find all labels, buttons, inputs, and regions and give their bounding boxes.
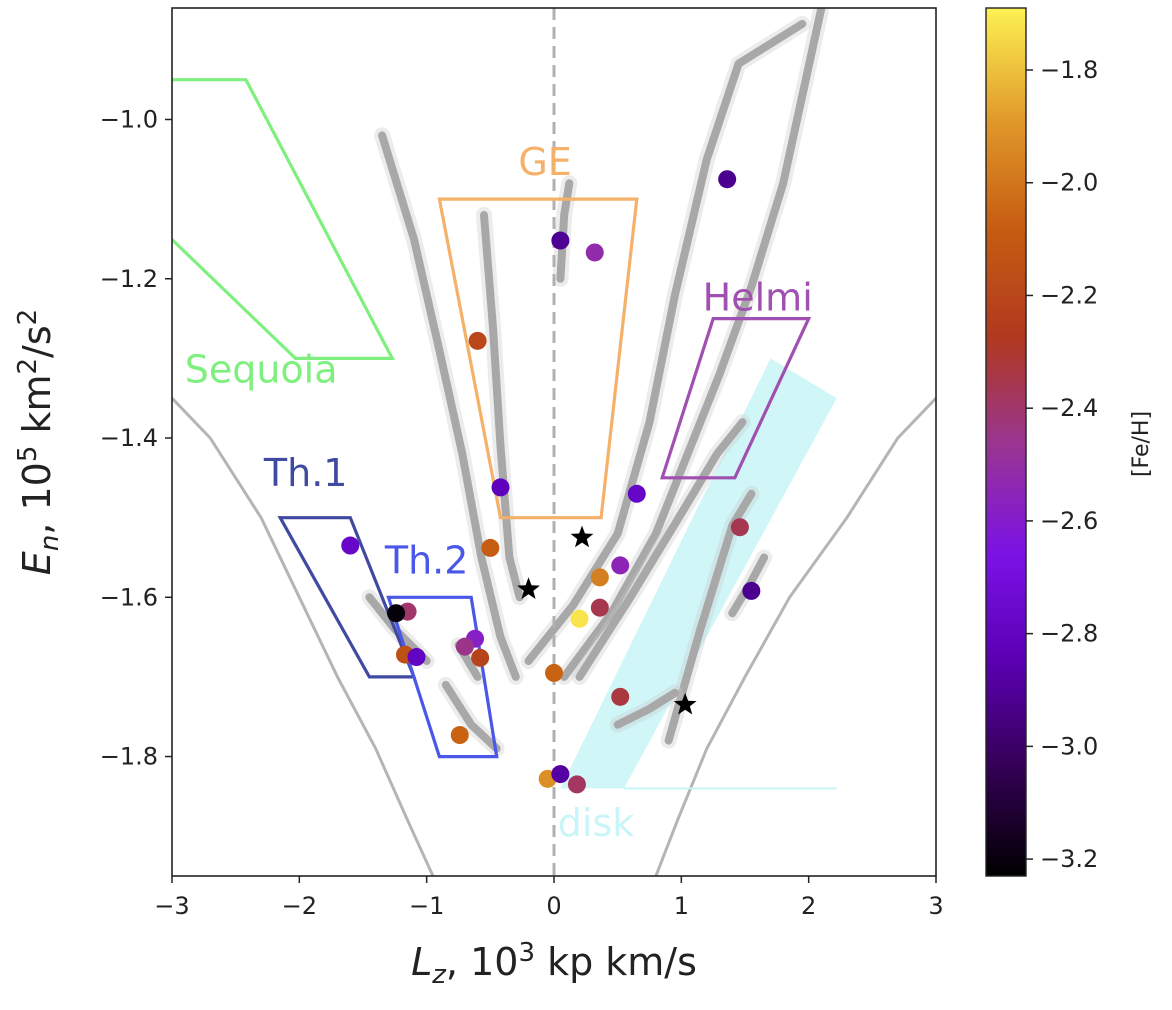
orbit-streak [575,418,747,681]
x-axis-label: Lz, 103 kp km/s [411,938,697,990]
y-tick-label: −1.8 [100,743,158,771]
plot-area [172,8,936,876]
disk-region [560,358,837,790]
star-markers [517,525,697,715]
axis-label-part: , 10 [15,462,59,535]
colorbar-tick-label: −2.8 [1040,620,1098,648]
region-th-2-outline [386,595,499,759]
y-tick-label: −1.2 [100,265,158,293]
orbit-streak [664,489,756,745]
disk-polygon [560,358,837,789]
energy-boundary [172,397,936,876]
region-label-helmi: Helmi [703,276,813,320]
region-helmi-outline [660,317,812,480]
data-point [471,648,490,667]
colorbar-tick-label: −2.0 [1040,169,1098,197]
data-point [450,726,469,745]
colorbar: −3.2 −3.0 −2.8 −2.6 −2.4 −2.2 −2.0 −1.8 [Fe/H] [985,7,1154,877]
orbit-streak [524,19,807,665]
data-point [730,518,749,537]
axis-label-part: E [15,551,59,575]
data-point [455,637,474,656]
axis-label-part: kp km/s [535,940,697,984]
axis-label-part: 2 [13,358,43,375]
axis-label-part: 5 [13,446,43,463]
star-marker [517,577,540,599]
data-point [590,598,609,617]
data-point [590,568,609,587]
substructure-regions [172,78,812,759]
star-marker [570,525,594,548]
x-tick-label: −1 [409,892,444,920]
colorbar-tick-label: −1.8 [1040,56,1098,84]
data-point [611,556,630,575]
axis-label-part: 2 [13,309,43,326]
region-label-th-2: Th.2 [384,538,469,582]
y-tick-label: −1.0 [100,105,158,133]
orbit-streak [613,688,679,729]
boundary-curve-right [654,397,936,876]
data-point [341,536,360,555]
x-tick-label: 2 [801,892,816,920]
colorbar-tick-label: −2.6 [1040,507,1098,535]
orbit-streak [378,131,520,681]
axis-label-part: z [431,960,447,990]
data-point [545,663,563,682]
colorbar-tick-label: −3.0 [1040,732,1098,760]
data-point [491,478,510,497]
star-points [341,170,761,794]
axis-label-part: L [411,940,432,984]
colorbar-label: [Fe/H] [1129,411,1154,477]
orbit-streak [560,8,826,681]
data-point [551,765,570,784]
data-point [611,687,630,706]
data-point [567,775,586,794]
data-point [718,170,737,189]
x-tick-label: 0 [546,892,561,920]
y-tick-label: −1.4 [100,424,158,452]
colorbar-tick-label: −2.2 [1040,281,1098,309]
data-point [407,648,426,667]
region-label-sequoia: Sequoia [185,347,338,391]
colorbar-ticks: −3.2 −3.0 −2.8 −2.6 −2.4 −2.2 −2.0 −1.8 [1026,56,1098,873]
data-point [627,484,646,503]
region-labels: Sequoia GE Helmi Th.1 Th.2 disk [185,140,813,845]
region-label-ge: GE [518,140,571,184]
data-point [570,609,589,628]
data-point [742,581,761,600]
data-point [387,604,406,623]
axis-label-part: n [35,535,65,551]
data-point [585,243,604,262]
axis-label-part: , 10 [446,940,519,984]
data-point [551,231,570,250]
data-point [468,331,487,350]
star-marker [673,692,697,715]
x-tick-label: 1 [674,892,689,920]
region-label-disk: disk [558,801,634,845]
y-axis-ticks: −1.8 −1.6 −1.4 −1.2 −1.0 [100,105,172,771]
orbit-streak [556,179,574,283]
axis-label-part: /s [15,325,59,358]
orbit-streak [480,211,524,602]
region-label-th-1: Th.1 [263,451,348,495]
orbit-streak [728,553,769,618]
y-axis-label: En, 105 km2/s2 [13,309,65,575]
colorbar-tick-label: −2.4 [1040,394,1098,422]
axis-label-part: 3 [518,938,535,968]
x-tick-label: −2 [282,892,317,920]
x-axis-ticks: −3 −2 −1 0 1 2 3 [154,876,944,920]
orbit-streak [441,680,501,753]
region-ge-outline [437,197,639,520]
x-tick-label: −3 [154,892,189,920]
colorbar-gradient [985,7,1027,877]
colorbar-tick-label: −3.2 [1040,845,1098,873]
region-sequoia-outline [172,78,395,360]
boundary-curve-left [172,397,435,876]
plot-background [172,8,936,876]
data-point [481,538,500,557]
y-tick-label: −1.6 [100,583,158,611]
x-tick-label: 3 [928,892,943,920]
axis-label-part: km [15,375,59,446]
